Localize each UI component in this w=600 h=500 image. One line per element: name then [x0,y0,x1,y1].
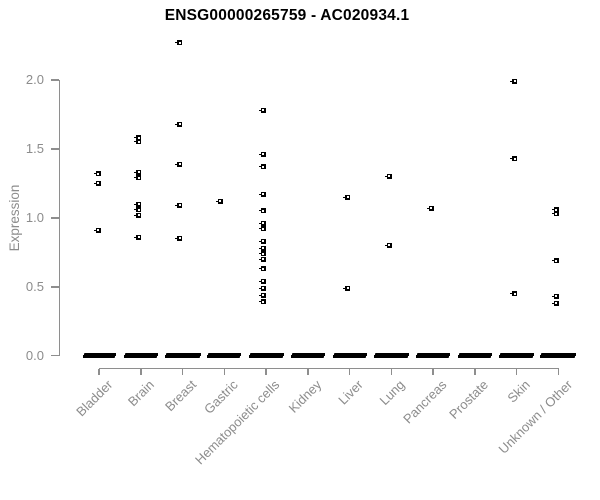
data-point [134,201,142,207]
data-point [551,258,559,264]
y-axis-tick [50,286,59,288]
data-point [384,173,392,179]
x-axis-tick [348,369,351,375]
x-axis-line [99,367,559,369]
data-point [134,207,142,213]
y-axis-tick-label: 2.0 [25,72,44,88]
x-axis-tick [474,369,476,375]
y-axis-tick-label: 0.0 [25,348,44,364]
y-axis-tick [50,217,59,219]
data-point [215,198,223,204]
x-axis-tick [307,369,309,375]
data-point [134,212,142,218]
data-point [258,256,266,262]
zero-expression-cluster [500,352,533,359]
data-point [258,251,266,257]
zero-expression-cluster [165,352,200,359]
data-point [258,238,266,244]
data-point [175,202,182,208]
data-point [258,208,266,214]
x-axis-tick [265,369,267,375]
data-point [134,139,142,145]
data-point [258,292,266,298]
data-point [258,107,266,113]
x-axis-tick-label: Lung [376,377,408,409]
data-point [426,205,434,211]
y-axis-tick [50,354,59,357]
zero-expression-cluster [124,352,157,359]
y-axis-tick [50,148,59,150]
data-point [258,164,266,170]
zero-expression-cluster [541,352,576,359]
data-point [258,151,266,157]
x-axis-tick [98,369,100,375]
zero-expression-cluster [458,352,491,359]
data-point [134,135,142,141]
x-axis-tick [432,369,434,375]
data-point [258,220,266,226]
x-axis-tick-label: Bladder [73,377,116,420]
x-axis-tick-label: Prostate [446,377,492,422]
x-axis-tick [390,369,392,375]
data-point [93,171,101,177]
data-point [551,300,559,306]
data-point [175,161,182,167]
x-axis-tick-label: Pancreas [400,377,450,427]
x-axis-tick-label: Breast [161,377,200,415]
y-axis-tick-label: 1.5 [25,141,44,157]
x-axis-tick-label: Kidney [285,377,325,416]
data-point [258,191,266,197]
data-point [175,121,182,127]
y-axis-tick-label: 0.5 [25,279,44,295]
data-point [134,175,142,181]
data-point [384,242,392,248]
data-point [510,156,517,161]
x-axis-tick [181,369,184,375]
data-point [343,285,350,291]
data-point [258,245,266,251]
zero-expression-cluster [208,352,241,359]
data-point [175,235,182,241]
data-point [258,278,266,284]
data-point [258,226,266,232]
data-point [93,227,101,233]
x-axis-tick-label: Gastric [201,377,241,417]
x-axis-tick-label: Liver [335,377,367,408]
data-point [551,293,559,299]
zero-expression-cluster [83,352,115,359]
data-point [343,194,350,200]
zero-expression-cluster [374,352,408,359]
data-point [258,266,266,272]
zero-expression-cluster [333,352,366,359]
data-point [175,40,182,46]
x-axis-tick [140,369,142,375]
data-point [134,169,142,175]
chart-title: ENSG00000265759 - AC020934.1 [164,7,410,24]
x-axis-tick [223,369,225,375]
x-axis-tick [515,369,518,375]
data-point [134,234,142,240]
data-point [551,211,559,217]
data-point [93,180,101,186]
x-axis-tick-label: Skin [504,377,534,406]
data-point [510,291,517,297]
data-point [258,299,266,305]
y-axis-tick [50,79,59,81]
data-point [551,207,559,213]
x-axis-tick-label: Brain [125,377,158,410]
data-point [258,285,266,291]
y-axis-tick-label: 1.0 [25,210,44,226]
x-axis-tick-label: Unknown / Other [495,377,575,457]
zero-expression-cluster [417,352,449,359]
data-point [510,78,517,84]
zero-expression-cluster [291,352,324,359]
y-axis-line [58,79,60,356]
x-axis-tick [557,369,559,375]
zero-expression-cluster [249,352,283,359]
